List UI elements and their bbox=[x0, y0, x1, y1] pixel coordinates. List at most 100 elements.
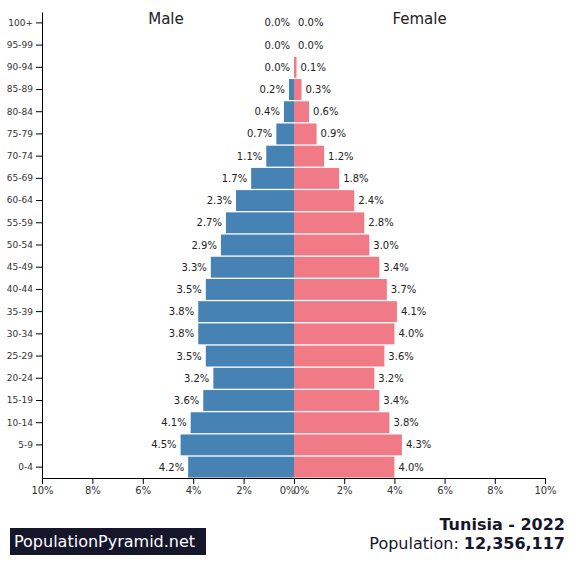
tick: 15-19 bbox=[7, 395, 42, 405]
bar bbox=[294, 412, 389, 433]
tick-label: 10% bbox=[534, 485, 556, 496]
data-label: 4.1% bbox=[161, 417, 186, 428]
bar bbox=[206, 346, 294, 367]
tick-mark bbox=[294, 478, 295, 484]
tick-label: 65-69 bbox=[7, 173, 33, 183]
bar bbox=[211, 257, 294, 278]
tick-label: 2% bbox=[337, 485, 353, 496]
tick-label: 75-79 bbox=[7, 129, 33, 139]
footer: PopulationPyramid.netTunisia - 2022Popul… bbox=[10, 515, 565, 555]
tick-label: 15-19 bbox=[7, 395, 33, 405]
bar bbox=[203, 390, 294, 411]
bar bbox=[294, 279, 387, 300]
tick-label: 10-14 bbox=[7, 418, 33, 428]
data-label: 3.8% bbox=[169, 328, 194, 339]
data-label: 4.2% bbox=[159, 462, 184, 473]
tick-label: 6% bbox=[437, 485, 453, 496]
tick-mark bbox=[445, 478, 446, 484]
tick: 10-14 bbox=[7, 418, 42, 428]
tick-mark bbox=[36, 22, 42, 23]
bar bbox=[221, 235, 294, 256]
tick-mark bbox=[36, 422, 42, 423]
tick-label: 40-44 bbox=[7, 284, 33, 294]
bar bbox=[188, 457, 294, 478]
tick-label: 25-29 bbox=[7, 351, 33, 361]
population-pyramid: 4.2%4.5%4.1%3.6%3.2%3.5%3.8%3.8%3.5%3.3%… bbox=[0, 0, 575, 581]
tick-mark bbox=[545, 478, 546, 484]
tick-label: 5-9 bbox=[18, 440, 33, 450]
bar bbox=[266, 146, 294, 167]
bar bbox=[276, 124, 294, 145]
tick-mark bbox=[36, 267, 42, 268]
tick: 2% bbox=[337, 478, 353, 496]
chart-0: 4.2%4.5%4.1%3.6%3.2%3.5%3.8%3.8%3.5%3.3%… bbox=[7, 10, 296, 496]
tick-label: 4% bbox=[186, 485, 202, 496]
bar bbox=[294, 212, 364, 233]
data-label: 3.5% bbox=[176, 351, 201, 362]
tick: 65-69 bbox=[7, 173, 42, 183]
tick-mark bbox=[36, 222, 42, 223]
tick-label: 55-59 bbox=[7, 218, 33, 228]
tick: 6% bbox=[135, 478, 151, 496]
bar bbox=[294, 323, 394, 344]
tick: 90-94 bbox=[7, 62, 42, 72]
tick-mark bbox=[143, 478, 144, 484]
tick-mark bbox=[36, 444, 42, 445]
tick: 60-64 bbox=[7, 195, 42, 205]
tick: 4% bbox=[186, 478, 202, 496]
data-label: 0.7% bbox=[247, 128, 272, 139]
tick-mark bbox=[36, 111, 42, 112]
tick: 4% bbox=[387, 478, 403, 496]
tick-mark bbox=[36, 333, 42, 334]
tick: 30-34 bbox=[7, 329, 42, 339]
bar bbox=[284, 101, 294, 122]
bar bbox=[226, 212, 294, 233]
tick: 10% bbox=[534, 478, 556, 496]
bar bbox=[294, 235, 369, 256]
tick: 35-39 bbox=[7, 307, 42, 317]
tick-label: 60-64 bbox=[7, 195, 33, 205]
tick: 70-74 bbox=[7, 151, 42, 161]
tick: 10% bbox=[31, 478, 53, 496]
bar bbox=[294, 79, 302, 100]
tick-mark bbox=[294, 478, 295, 484]
tick-label: 20-24 bbox=[7, 373, 33, 383]
bar bbox=[294, 368, 374, 389]
bar bbox=[236, 190, 294, 211]
tick-label: 4% bbox=[387, 485, 403, 496]
tick: 95-99 bbox=[7, 40, 42, 50]
tick-label: 6% bbox=[135, 485, 151, 496]
bar bbox=[294, 168, 339, 189]
tick-label: 70-74 bbox=[7, 151, 33, 161]
y-axis: 0-45-910-1415-1920-2425-2930-3435-3940-4… bbox=[7, 13, 43, 479]
tick-label: 100+ bbox=[8, 18, 33, 28]
tick: 25-29 bbox=[7, 351, 42, 361]
tick-mark bbox=[36, 89, 42, 90]
tick-mark bbox=[36, 67, 42, 68]
tick: 6% bbox=[437, 478, 453, 496]
tick: 8% bbox=[487, 478, 503, 496]
tick-mark bbox=[36, 467, 42, 468]
data-labels: 4.2%4.5%4.1%3.6%3.2%3.5%3.8%3.8%3.5%3.3%… bbox=[151, 17, 290, 472]
data-label: 1.8% bbox=[343, 173, 368, 184]
bar bbox=[294, 12, 295, 33]
bar bbox=[294, 35, 295, 56]
bar bbox=[294, 346, 384, 367]
population-value: 12,356,117 bbox=[464, 534, 565, 553]
tick-label: 50-54 bbox=[7, 240, 33, 250]
data-label: 0.6% bbox=[313, 106, 338, 117]
data-label: 1.1% bbox=[237, 151, 262, 162]
data-label: 2.8% bbox=[368, 217, 393, 228]
data-label: 3.7% bbox=[391, 284, 416, 295]
data-label: 0.0% bbox=[265, 17, 290, 28]
x-axis: 10%8%6%4%2%0% bbox=[31, 478, 295, 496]
tick-label: 45-49 bbox=[7, 262, 33, 272]
bar bbox=[294, 301, 397, 322]
tick-label: 95-99 bbox=[7, 40, 33, 50]
data-label: 0.1% bbox=[301, 62, 326, 73]
bar bbox=[198, 301, 294, 322]
data-label: 3.3% bbox=[181, 262, 206, 273]
tick-label: 2% bbox=[236, 485, 252, 496]
tick: 5-9 bbox=[18, 440, 42, 450]
data-label: 2.9% bbox=[192, 240, 217, 251]
